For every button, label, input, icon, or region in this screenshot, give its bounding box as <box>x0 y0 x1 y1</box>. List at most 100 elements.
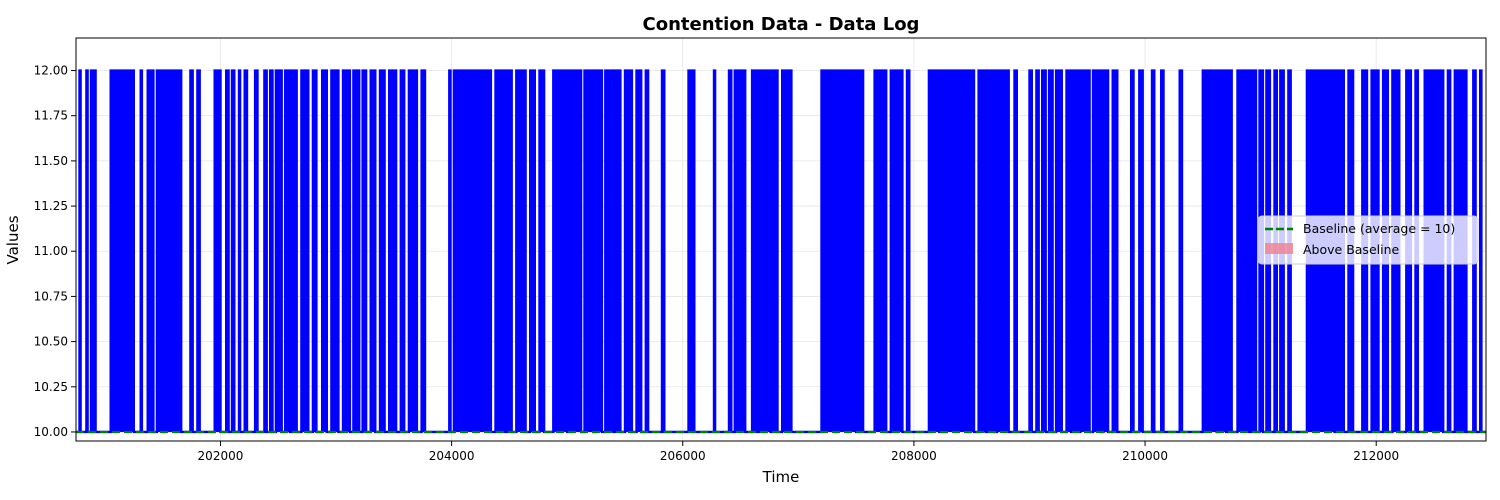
y-tick-label: 12.00 <box>34 64 68 78</box>
x-tick-label: 204000 <box>429 449 475 463</box>
spike-block <box>1219 70 1226 432</box>
spike-block <box>530 70 535 432</box>
spike-block <box>1228 70 1232 432</box>
spike-block <box>928 70 940 432</box>
spike-block <box>1131 70 1134 432</box>
spike-block <box>1179 70 1183 432</box>
spike-block <box>238 70 241 432</box>
spike-block <box>516 70 526 432</box>
spike-block <box>86 70 88 432</box>
spike-block <box>688 70 695 432</box>
spike-block <box>362 70 367 432</box>
legend-label-above-baseline: Above Baseline <box>1303 242 1400 257</box>
spike-block <box>275 70 282 432</box>
x-tick-label: 212000 <box>1353 449 1399 463</box>
spike-block <box>255 70 258 432</box>
spike-block <box>1480 70 1482 432</box>
spike-block <box>453 70 464 432</box>
spike-block <box>890 70 903 432</box>
spike-block <box>821 70 836 432</box>
spike-block <box>1056 70 1062 432</box>
spike-block <box>645 70 649 432</box>
spike-block <box>244 70 248 432</box>
y-tick-label: 11.00 <box>34 244 68 258</box>
spike-block <box>495 70 505 432</box>
spike-block <box>1139 70 1143 432</box>
legend: Baseline (average = 10) Above Baseline <box>1257 215 1479 265</box>
spike-block <box>197 70 200 432</box>
spike-block <box>1073 70 1079 432</box>
spike-block <box>1237 70 1250 432</box>
spike-block <box>232 70 235 432</box>
y-axis: 10.00 10.25 10.50 10.75 11.00 11.25 11.50 11.75… <box>34 64 76 439</box>
spike-block <box>1161 70 1164 432</box>
spike-block <box>507 70 512 432</box>
spike-block <box>400 70 405 432</box>
spike-block <box>1014 70 1017 432</box>
x-tick-label: 208000 <box>891 449 937 463</box>
spike-block <box>1251 70 1257 432</box>
y-axis-label: Values <box>4 215 22 264</box>
spike-block <box>421 70 426 432</box>
spike-block <box>270 70 273 432</box>
spike-block <box>370 70 376 432</box>
spike-block <box>837 70 857 432</box>
spike-block <box>1049 70 1053 432</box>
spike-block <box>1151 70 1155 432</box>
plot-frame <box>75 37 1487 442</box>
spike-block <box>1029 70 1032 432</box>
spike-block <box>734 70 746 432</box>
spike-block <box>569 70 582 432</box>
spike-block <box>79 70 81 432</box>
spike-block <box>110 70 134 432</box>
spike-block <box>389 70 397 432</box>
spike-block <box>214 70 221 432</box>
spike-block <box>331 70 339 432</box>
spike-block <box>584 70 594 432</box>
spike-block <box>1112 70 1118 432</box>
spike-block <box>147 70 154 432</box>
spike-block <box>1066 70 1072 432</box>
spike-block <box>946 70 968 432</box>
legend-box <box>1257 215 1479 265</box>
spike-block <box>539 70 545 432</box>
spike-block <box>465 70 491 432</box>
spike-block <box>264 70 267 432</box>
spike-block <box>969 70 975 432</box>
spike-block <box>292 70 297 432</box>
spike-block <box>301 70 309 432</box>
spike-block <box>353 70 360 432</box>
y-tick-label: 10.00 <box>34 425 68 439</box>
spike-block <box>312 70 317 432</box>
x-tick-label: 206000 <box>660 449 706 463</box>
spike-block <box>156 70 163 432</box>
spike-block <box>624 70 632 432</box>
spike-block <box>941 70 944 432</box>
spike-block <box>661 70 665 432</box>
y-tick-label: 10.75 <box>34 289 68 303</box>
spike-block <box>164 70 182 432</box>
y-tick-label: 10.25 <box>34 380 68 394</box>
spike-block <box>1202 70 1217 432</box>
spike-block <box>285 70 290 432</box>
spike-block <box>342 70 350 432</box>
spike-block <box>997 70 1009 432</box>
spike-block <box>190 70 193 432</box>
x-tick-label: 210000 <box>1122 449 1168 463</box>
spike-block <box>379 70 385 432</box>
chart-title: Contention Data - Data Log <box>643 14 920 35</box>
spike-block <box>752 70 757 432</box>
x-axis-label: Time <box>762 468 800 486</box>
spike-block <box>772 70 778 432</box>
spike-block <box>605 70 614 432</box>
spike-block <box>1042 70 1046 432</box>
spike-block <box>906 70 910 432</box>
spike-block <box>1103 70 1109 432</box>
spike-block <box>874 70 887 432</box>
spike-block <box>226 70 229 432</box>
spike-block <box>1093 70 1102 432</box>
spike-block <box>978 70 986 432</box>
x-axis: 202000 204000 206000 208000 210000 212000 <box>198 441 1399 463</box>
y-tick-label: 11.25 <box>34 199 68 213</box>
spike-block <box>615 70 621 432</box>
